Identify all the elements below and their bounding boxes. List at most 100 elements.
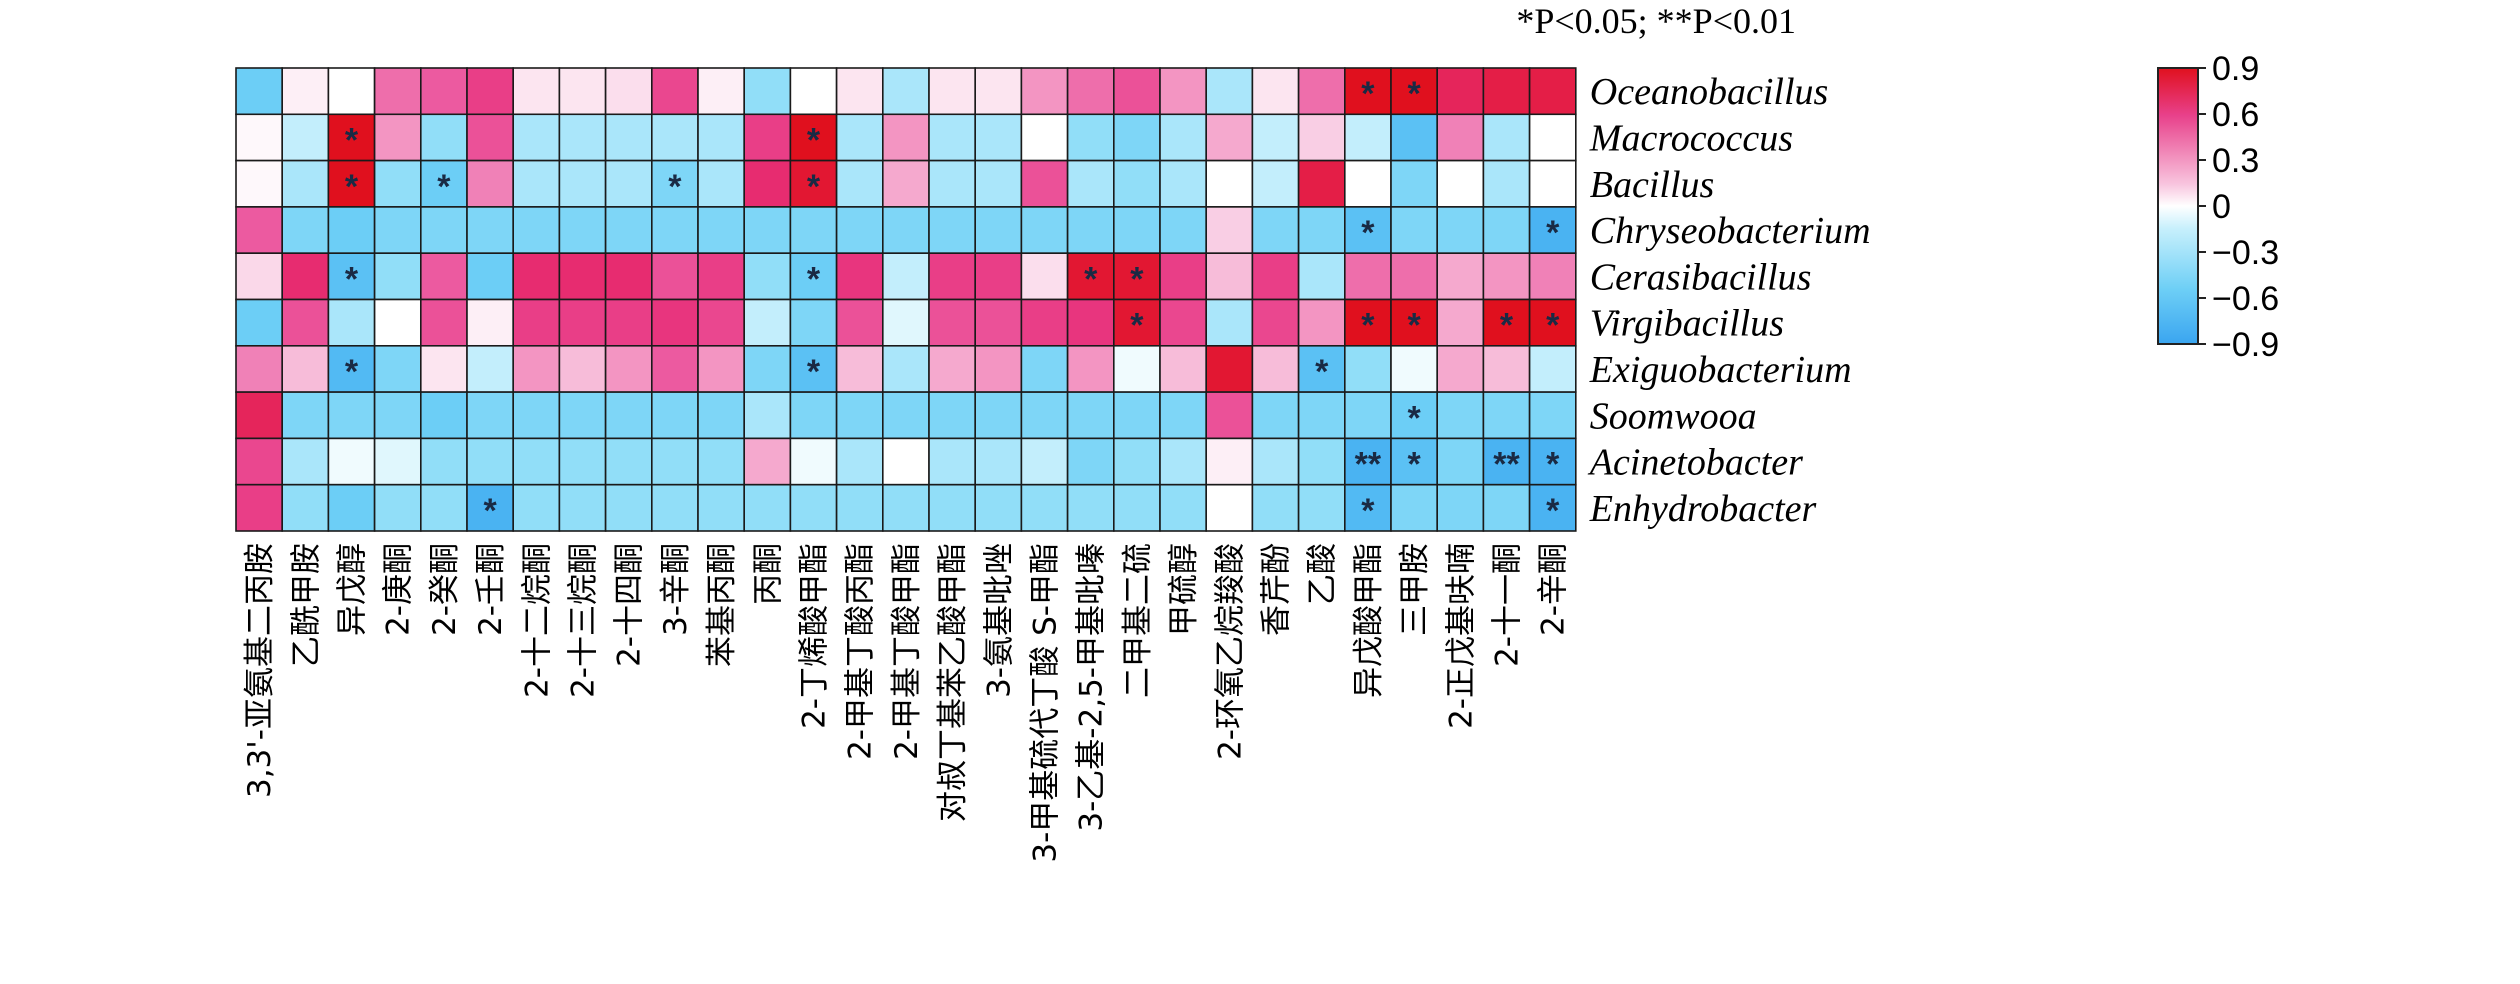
heatmap-cell bbox=[1020, 67, 1069, 116]
heatmap-cell bbox=[650, 206, 699, 254]
heatmap-cell bbox=[928, 113, 977, 162]
heatmap-cell bbox=[1528, 206, 1577, 254]
color-scale-bar bbox=[2157, 67, 2199, 345]
heatmap-cell bbox=[1205, 252, 1254, 301]
heatmap-cell bbox=[1159, 159, 1208, 208]
heatmap-cell bbox=[235, 113, 284, 162]
heatmap-cell bbox=[419, 344, 468, 393]
heatmap-cell bbox=[697, 206, 746, 254]
heatmap-cell bbox=[1390, 159, 1439, 208]
significance-mark: * bbox=[345, 260, 359, 298]
column-label: 对叔丁基苯乙酸甲酯 bbox=[935, 543, 971, 822]
heatmap-cell bbox=[1159, 67, 1208, 116]
heatmap-cell bbox=[1436, 344, 1485, 393]
heatmap-cell bbox=[1113, 159, 1161, 208]
heatmap-cell bbox=[512, 391, 561, 440]
heatmap-cell bbox=[1205, 344, 1254, 393]
heatmap-cell bbox=[789, 483, 838, 532]
heatmap-cell bbox=[881, 206, 930, 254]
heatmap-cell bbox=[1113, 67, 1161, 116]
heatmap-cell bbox=[1205, 67, 1254, 116]
heatmap-cell bbox=[281, 391, 330, 440]
heatmap-cell bbox=[881, 159, 930, 208]
heatmap-cell bbox=[974, 483, 1023, 532]
heatmap-cell bbox=[466, 113, 515, 162]
heatmap-cell bbox=[789, 298, 838, 347]
heatmap-cell bbox=[789, 437, 838, 486]
heatmap-cell bbox=[1482, 206, 1531, 254]
heatmap-cell bbox=[835, 344, 884, 393]
heatmap-cell bbox=[697, 344, 746, 393]
heatmap-cell bbox=[604, 159, 653, 208]
heatmap-cell bbox=[327, 159, 376, 208]
row-label: Exiguobacterium bbox=[1589, 349, 1852, 391]
column-label: 2-庚酮 bbox=[381, 543, 417, 636]
column-label: 2-壬酮 bbox=[473, 543, 509, 636]
heatmap-cell bbox=[1205, 298, 1254, 347]
heatmap-cell bbox=[1205, 113, 1254, 162]
heatmap-cell bbox=[1205, 391, 1254, 440]
heatmap-cell bbox=[1020, 391, 1069, 440]
significance-mark: * bbox=[437, 168, 451, 206]
heatmap-cell bbox=[1251, 483, 1300, 532]
heatmap-cell bbox=[1113, 391, 1161, 440]
heatmap-cell bbox=[1113, 344, 1161, 393]
heatmap-cell bbox=[1482, 344, 1531, 393]
heatmap-cell bbox=[1066, 298, 1115, 347]
heatmap-cell bbox=[281, 483, 330, 532]
significance-mark: ** bbox=[1493, 446, 1520, 484]
heatmap-cell bbox=[1113, 437, 1161, 486]
heatmap-cell bbox=[558, 159, 607, 208]
heatmap-cell bbox=[1251, 252, 1300, 301]
heatmap-cell bbox=[928, 344, 977, 393]
heatmap-cell bbox=[743, 483, 792, 532]
column-label: 2-十三烷酮 bbox=[566, 543, 602, 698]
column-labels: 3,3'-亚氨基二丙胺 乙酰甲胺 异戊醇 2-庚酮 2-癸酮 2-壬酮 2-十二烷酮 2-十三… bbox=[242, 543, 1572, 863]
heatmap-cell bbox=[1297, 437, 1346, 486]
heatmap-cell bbox=[373, 113, 422, 162]
heatmap-cell bbox=[1436, 483, 1485, 532]
heatmap-cell bbox=[881, 67, 930, 116]
row-label: Oceanobacillus bbox=[1590, 71, 1829, 113]
color-scale-tick-label: −0.9 bbox=[2212, 326, 2279, 364]
heatmap-cell bbox=[281, 252, 330, 301]
heatmap-cell bbox=[373, 67, 422, 116]
heatmap-cell bbox=[928, 298, 977, 347]
heatmap-cell bbox=[697, 391, 746, 440]
row-label: Chryseobacterium bbox=[1590, 210, 1871, 252]
heatmap-cell bbox=[1113, 483, 1161, 532]
heatmap-cell bbox=[1482, 437, 1531, 486]
heatmap-cell bbox=[928, 206, 977, 254]
heatmap-cell bbox=[281, 206, 330, 254]
heatmap-cell bbox=[974, 391, 1023, 440]
column-label: 2-正戊基呋喃 bbox=[1443, 543, 1479, 729]
heatmap-cell bbox=[1436, 298, 1485, 347]
heatmap-cell bbox=[743, 159, 792, 208]
heatmap-cell bbox=[1390, 437, 1439, 486]
heatmap-cell bbox=[697, 252, 746, 301]
heatmap-cell bbox=[558, 483, 607, 532]
heatmap-cell bbox=[650, 252, 699, 301]
heatmap-cell bbox=[881, 252, 930, 301]
heatmap-cell bbox=[235, 206, 284, 254]
heatmap-cell bbox=[558, 391, 607, 440]
heatmap-cell bbox=[881, 344, 930, 393]
heatmap-cell bbox=[1344, 113, 1392, 162]
heatmap-cell bbox=[1020, 252, 1069, 301]
heatmap-cell bbox=[650, 391, 699, 440]
heatmap-cell bbox=[1390, 252, 1439, 301]
heatmap-cell bbox=[327, 206, 376, 254]
heatmap-cell bbox=[1066, 67, 1115, 116]
heatmap-cell bbox=[235, 437, 284, 486]
heatmap-cell bbox=[281, 344, 330, 393]
heatmap-cell bbox=[235, 159, 284, 208]
heatmap-cell bbox=[281, 67, 330, 116]
heatmap-cell bbox=[928, 391, 977, 440]
heatmap-cell bbox=[512, 344, 561, 393]
heatmap-cell bbox=[743, 252, 792, 301]
heatmap-cell bbox=[512, 252, 561, 301]
heatmap-cell bbox=[835, 391, 884, 440]
heatmap-cell bbox=[789, 344, 838, 393]
heatmap-cell bbox=[327, 391, 376, 440]
heatmap-cell bbox=[835, 252, 884, 301]
